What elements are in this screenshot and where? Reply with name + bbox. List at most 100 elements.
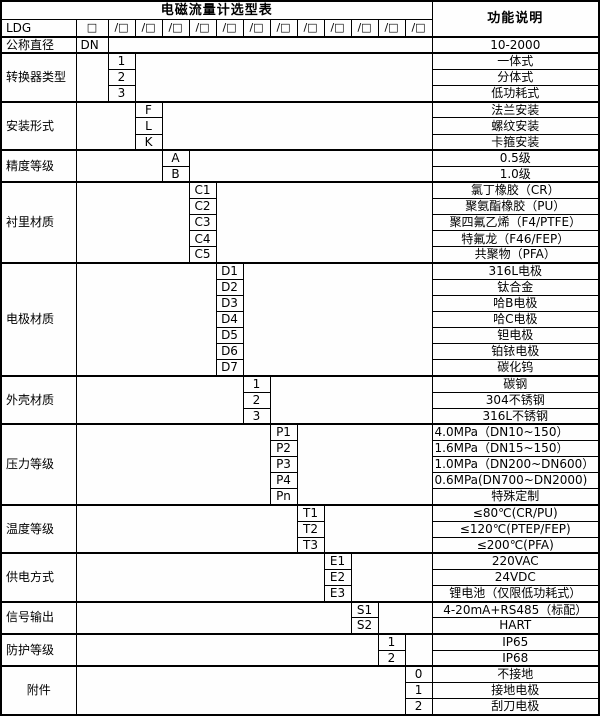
spacer-cell xyxy=(75,52,109,103)
code-cell: C2 xyxy=(188,198,217,216)
description-cell: 特氟龙（F46/FEP） xyxy=(431,230,600,248)
description-cell: 4-20mA+RS485（标配） xyxy=(431,600,600,619)
category-label-electrode-material: 电极材质 xyxy=(0,262,77,377)
code-cell: T3 xyxy=(296,536,325,554)
code-cell: D4 xyxy=(215,310,244,329)
code-slot: /□ xyxy=(350,18,379,38)
spacer-cell xyxy=(269,374,433,425)
spacer-cell xyxy=(242,262,433,377)
description-cell: 共聚物（PFA） xyxy=(431,246,600,264)
code-cell: K xyxy=(134,133,163,151)
code-cell: C3 xyxy=(188,214,217,232)
code-cell: E2 xyxy=(323,568,352,587)
description-cell: 0.6MPa(DN700~DN2000) xyxy=(431,472,600,490)
description-cell: 316L不锈钢 xyxy=(431,407,600,425)
code-cell: 1 xyxy=(242,374,271,393)
category-label-installation-type: 安装形式 xyxy=(0,100,77,151)
code-cell: D1 xyxy=(215,262,244,280)
description-cell: 24VDC xyxy=(431,568,600,587)
code-cell: D7 xyxy=(215,359,244,377)
spacer-cell xyxy=(296,423,433,506)
description-cell: 钽电极 xyxy=(431,327,600,345)
spacer-cell xyxy=(323,503,433,554)
description-cell: 螺纹安装 xyxy=(431,117,600,135)
code-cell: 2 xyxy=(107,69,136,87)
code-cell: P1 xyxy=(269,423,298,441)
code-slot: /□ xyxy=(404,18,433,38)
description-cell: 10-2000 xyxy=(431,36,600,54)
function-description-header: 功能说明 xyxy=(431,0,600,38)
spacer-cell xyxy=(188,149,433,183)
description-cell: 卡箍安装 xyxy=(431,133,600,151)
spacer-cell xyxy=(350,552,433,603)
code-cell: S2 xyxy=(350,617,379,635)
code-cell: 2 xyxy=(377,649,406,667)
spacer-cell xyxy=(75,600,352,635)
spacer-cell xyxy=(404,632,433,667)
spacer-cell xyxy=(75,100,136,151)
description-cell: 304不锈钢 xyxy=(431,391,600,409)
code-cell: 3 xyxy=(107,85,136,103)
description-cell: 碳化钨 xyxy=(431,359,600,377)
code-cell: P4 xyxy=(269,472,298,490)
code-cell: L xyxy=(134,117,163,135)
description-cell: 碳钢 xyxy=(431,374,600,393)
category-label-housing-material: 外壳材质 xyxy=(0,374,77,425)
code-cell: 1 xyxy=(404,681,433,699)
code-slot: /□ xyxy=(161,18,190,38)
code-cell: 3 xyxy=(242,407,271,425)
code-slot: /□ xyxy=(269,18,298,38)
code-cell: C1 xyxy=(188,181,217,200)
code-cell: 0 xyxy=(404,665,433,683)
spacer-cell xyxy=(75,665,406,716)
code-slot: /□ xyxy=(242,18,271,38)
code-cell: E3 xyxy=(323,585,352,603)
description-cell: 不接地 xyxy=(431,665,600,683)
code-cell: DN xyxy=(75,36,109,54)
category-label-accuracy-class: 精度等级 xyxy=(0,149,77,183)
description-cell: 0.5级 xyxy=(431,149,600,167)
category-label-signal-output: 信号输出 xyxy=(0,600,77,635)
code-slot: /□ xyxy=(188,18,217,38)
code-cell: P2 xyxy=(269,439,298,458)
code-cell: E1 xyxy=(323,552,352,570)
code-cell: P3 xyxy=(269,456,298,474)
code-cell: A xyxy=(161,149,190,167)
code-slot: /□ xyxy=(107,18,136,38)
description-cell: 锂电池（仅限低功耗式） xyxy=(431,585,600,603)
description-cell: 氯丁橡胶（CR） xyxy=(431,181,600,200)
code-slot: /□ xyxy=(377,18,406,38)
description-cell: 聚氨酯橡胶（PU） xyxy=(431,198,600,216)
category-label-nominal-diameter: 公称直径 xyxy=(0,36,77,54)
code-cell: D5 xyxy=(215,327,244,345)
category-label-power-supply: 供电方式 xyxy=(0,552,77,603)
spacer-cell xyxy=(377,600,433,635)
spacer-cell xyxy=(75,374,244,425)
code-slot: /□ xyxy=(215,18,244,38)
code-slot: /□ xyxy=(323,18,352,38)
code-cell: T1 xyxy=(296,503,325,522)
category-label-lining-material: 衬里材质 xyxy=(0,181,77,264)
description-cell: 法兰安装 xyxy=(431,100,600,119)
spacer-cell xyxy=(75,149,163,183)
code-cell: D2 xyxy=(215,278,244,296)
spacer-cell xyxy=(75,423,271,506)
description-cell: 钛合金 xyxy=(431,278,600,296)
description-cell: 低功耗式 xyxy=(431,85,600,103)
spacer-cell xyxy=(215,181,433,264)
category-label-pressure-rating: 压力等级 xyxy=(0,423,77,506)
model-prefix: LDG xyxy=(0,18,77,38)
category-label-temperature-rating: 温度等级 xyxy=(0,503,77,554)
category-label-converter-type: 转换器类型 xyxy=(0,52,77,103)
description-cell: 分体式 xyxy=(431,69,600,87)
code-cell: Pn xyxy=(269,488,298,506)
description-cell: 特殊定制 xyxy=(431,488,600,506)
spacer-cell xyxy=(75,262,217,377)
code-cell: 1 xyxy=(107,52,136,71)
spacer-cell xyxy=(107,36,433,54)
description-cell: 接地电极 xyxy=(431,681,600,699)
description-cell: 哈C电极 xyxy=(431,310,600,329)
description-cell: 316L电极 xyxy=(431,262,600,280)
spacer-cell xyxy=(75,632,379,667)
